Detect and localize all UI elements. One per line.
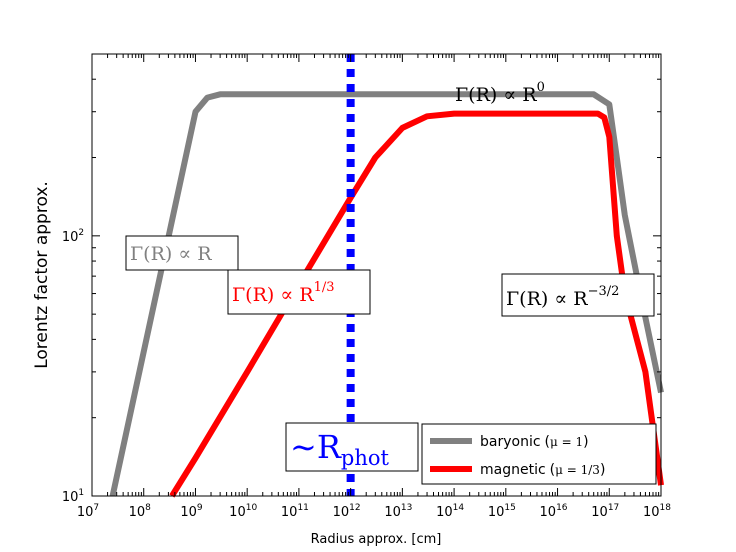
series-line-baryonic (109, 91, 664, 497)
legend: baryonic (μ = 1) magnetic (μ = 1/3) (421, 423, 657, 485)
annotation-gamma-r-minus: Γ(R) ∝ R−3/2 (501, 273, 655, 317)
tick-layer: 107 108 109 1010 1011 1012 1013 1014 1015 1016 101… (62, 53, 671, 520)
svg-text:Γ(R) ∝ R−3/2: Γ(R) ∝ R−3/2 (506, 284, 619, 310)
y-tick-label: 101 (62, 488, 84, 505)
x-tick-label: 107 (77, 503, 99, 520)
svg-text:magnetic(μ = 1/3): magnetic (μ = 1/3) (480, 462, 605, 478)
annotation-gamma-r-zero-exp: 0 (537, 80, 545, 95)
annotation-r-phot: ∼Rphot (285, 422, 419, 472)
x-axis-label: Radius approx. [cm] (311, 532, 442, 547)
legend-label-magnetic: magnetic (480, 462, 546, 478)
svg-text:Γ(R) ∝ R1/3: Γ(R) ∝ R1/3 (232, 280, 334, 306)
x-tick-label: 108 (129, 503, 152, 520)
annotation-r-phot-text: ∼R (290, 428, 342, 466)
svg-text:Γ(R) ∝ R: Γ(R) ∝ R (130, 243, 212, 265)
x-tick-label: 1013 (384, 503, 412, 520)
x-tick-label: 1011 (281, 503, 309, 520)
series-line-magnetic (169, 110, 664, 498)
annotation-gamma-r-minus-text: Γ(R) ∝ R (506, 288, 588, 310)
x-tick-label: 109 (180, 503, 203, 520)
x-tick-label: 1016 (540, 503, 568, 520)
annotation-r-phot-sub: phot (341, 446, 390, 470)
x-tick-label: 1012 (333, 503, 361, 520)
annotation-gamma-r-zero-text: Γ(R) ∝ R (455, 84, 537, 106)
annotation-gamma-r-third: Γ(R) ∝ R1/3 (227, 269, 371, 315)
annotation-gamma-r-zero: Γ(R) ∝ R0 (455, 80, 545, 106)
x-tick-label: 1018 (643, 503, 671, 520)
legend-mu-magnetic: μ = 1/3 (555, 463, 600, 477)
plot-frame (91, 53, 662, 497)
x-tick-label: 1017 (591, 503, 619, 520)
annotation-gamma-r-third-exp: 1/3 (314, 280, 335, 295)
y-axis-label: Lorentz factor approx. (32, 181, 52, 369)
legend-label-baryonic: baryonic (480, 434, 541, 450)
svg-text:∼Rphot: ∼Rphot (290, 428, 390, 470)
annotation-gamma-r-minus-exp: −3/2 (588, 284, 620, 299)
svg-text:baryonic(μ = 1): baryonic (μ = 1) (480, 434, 589, 450)
x-tick-label: 1010 (229, 503, 257, 520)
legend-mu-baryonic: μ = 1 (550, 435, 583, 449)
y-tick-label: 102 (62, 228, 84, 245)
annotation-gamma-r: Γ(R) ∝ R (125, 235, 239, 271)
series-layer (109, 91, 664, 498)
x-tick-label: 1015 (488, 503, 516, 520)
annotation-gamma-r-third-text: Γ(R) ∝ R (232, 284, 314, 306)
x-tick-label: 1014 (436, 503, 464, 520)
annotation-gamma-r-text: Γ(R) ∝ R (130, 243, 212, 265)
legend-frame (421, 423, 657, 485)
